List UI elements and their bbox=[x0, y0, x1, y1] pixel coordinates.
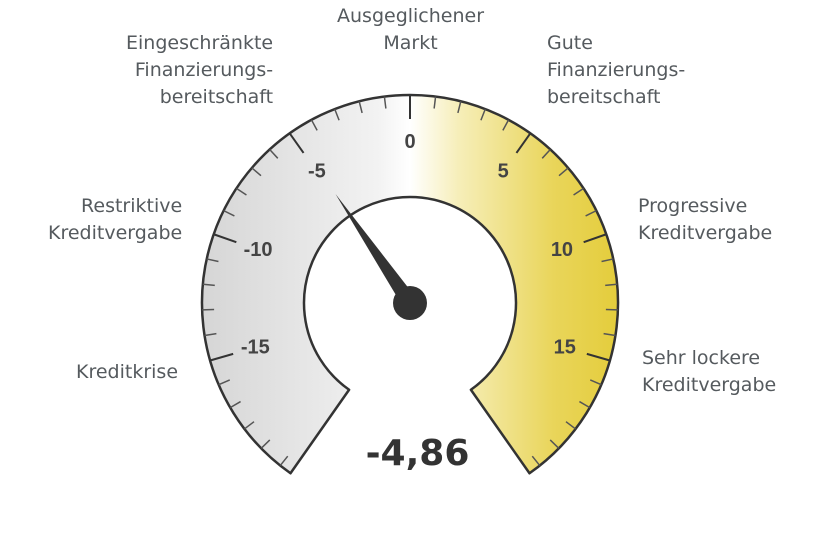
zone-label: Sehr lockere Kreditvergabe bbox=[642, 345, 776, 399]
tick-label: 10 bbox=[551, 239, 573, 261]
zone-label: Ausgeglichener Markt bbox=[337, 3, 484, 57]
zone-label: Kreditkrise bbox=[76, 359, 178, 386]
needle-hub bbox=[393, 286, 427, 320]
zone-label: Gute Finanzierungs- bereitschaft bbox=[547, 30, 685, 111]
tick-label: -15 bbox=[241, 337, 270, 359]
tick-label: 5 bbox=[498, 161, 509, 183]
zone-label: Progressive Kreditvergabe bbox=[638, 193, 772, 247]
zone-label: Eingeschränkte Finanzierungs- bereitscha… bbox=[126, 30, 273, 111]
tick-label: -5 bbox=[308, 161, 326, 183]
tick-label: 0 bbox=[404, 131, 415, 153]
gauge-value-readout: -4,86 bbox=[0, 433, 835, 474]
tick-label: -10 bbox=[244, 239, 273, 261]
zone-label: Restriktive Kreditvergabe bbox=[48, 193, 182, 247]
gauge-needle bbox=[336, 194, 427, 320]
tick-label: 15 bbox=[554, 337, 576, 359]
